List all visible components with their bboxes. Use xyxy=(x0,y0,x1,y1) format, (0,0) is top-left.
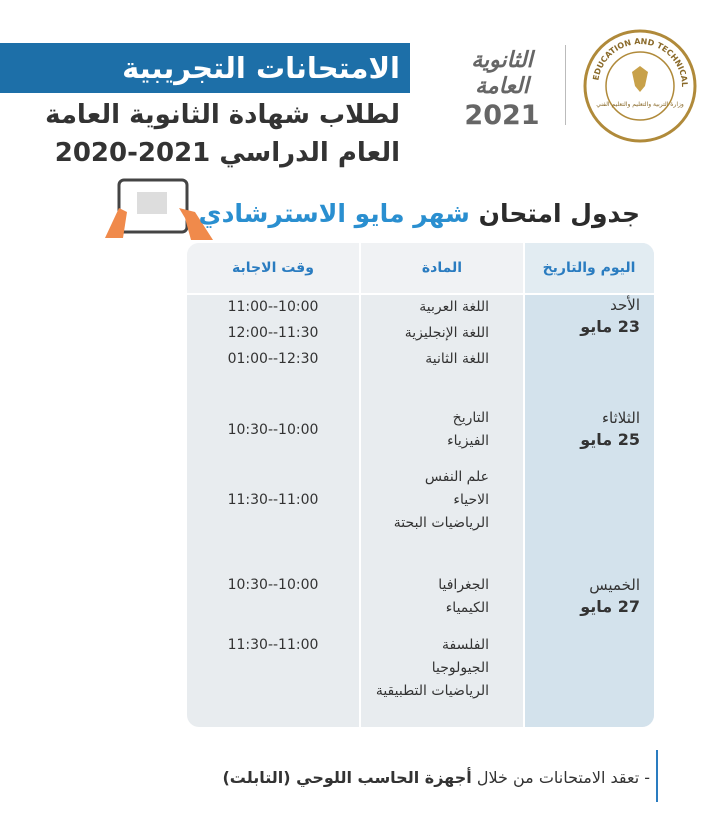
footer-text: - تعقد الامتحانات من خلال xyxy=(476,768,650,787)
title-bar xyxy=(0,43,410,93)
subject: الاحياء xyxy=(453,492,489,508)
subject: الجيولوجيا xyxy=(431,660,489,676)
right-hand xyxy=(179,208,213,240)
day-name: الثلاثاء xyxy=(601,409,640,427)
day-date: 27 مايو xyxy=(580,597,640,616)
brand-year: 2021 xyxy=(464,100,540,131)
day-date: 23 مايو xyxy=(580,317,640,336)
subject: اللغة العربية xyxy=(419,299,489,315)
subject: اللغة الإنجليزية xyxy=(404,325,489,341)
seal-inner xyxy=(605,51,675,121)
subject: الفلسفة xyxy=(442,637,489,653)
column-separator xyxy=(523,243,525,727)
exam-time: 11:30--11:00 xyxy=(227,492,319,508)
exam-time: 11:00--10:00 xyxy=(227,299,319,315)
subject: الرياضيات البحتة xyxy=(393,515,489,531)
exam-time: 11:30--11:00 xyxy=(227,637,319,653)
column-header: اليوم والتاريخ xyxy=(542,260,636,276)
subject: التاريخ xyxy=(452,410,489,426)
title: الامتحانات التجريبية xyxy=(122,51,400,85)
schedule-heading: جدول امتحان شهر مايو الاسترشادي xyxy=(199,196,640,232)
header-row xyxy=(187,243,654,293)
subject: الرياضيات التطبيقية xyxy=(375,683,489,699)
exam-time: 10:30--10:00 xyxy=(227,577,319,593)
heading-highlight: شهر مايو الاسترشادي xyxy=(198,199,470,228)
subject: الفيزياء xyxy=(447,433,489,449)
subject: الكيمياء xyxy=(445,600,489,616)
seal-ar: وزارة التربية والتعليم والتعليم الفني xyxy=(596,101,684,108)
schedule-table xyxy=(187,243,654,727)
day-date: 25 مايو xyxy=(580,430,640,449)
brand-line: الثانوية العامة xyxy=(471,48,533,99)
exam-time: 01:00--12:30 xyxy=(227,351,319,367)
subject: الجغرافيا xyxy=(438,577,489,593)
logo-divider xyxy=(565,45,566,125)
day-name: الخميس xyxy=(589,576,640,594)
exam-time: 12:00--11:30 xyxy=(227,325,319,341)
left-hand xyxy=(105,208,127,238)
day-column xyxy=(524,243,654,727)
footer-note: - تعقد الامتحانات من خلال أجهزة الحاسب ا… xyxy=(222,764,650,792)
footer-rule xyxy=(656,750,658,802)
column-header: وقت الاجابة xyxy=(232,260,314,276)
column-separator xyxy=(359,243,361,727)
tablet-screen xyxy=(137,192,167,214)
exam-time: 10:30--10:00 xyxy=(227,422,319,438)
subtitle: لطلاب شهادة الثانوية العامة xyxy=(45,100,400,130)
subject: اللغة الثانية xyxy=(425,351,489,367)
day-name: الأحد xyxy=(610,296,640,314)
subject: علم النفس xyxy=(424,469,489,485)
footer-bold: أجهزة الحاسب اللوحي (التابلت) xyxy=(222,768,472,787)
ministry-seal: MINISTRY OF EDUCATION AND TECHNICAL EDUC… xyxy=(582,28,697,143)
column-header: المادة xyxy=(421,260,463,276)
heading-text: جدول امتحان xyxy=(478,199,640,228)
seal-eagle xyxy=(632,66,648,92)
tablet-icon xyxy=(105,178,213,240)
header-separator xyxy=(187,293,654,295)
year-line: العام الدراسي 2021-2020 xyxy=(54,138,400,168)
